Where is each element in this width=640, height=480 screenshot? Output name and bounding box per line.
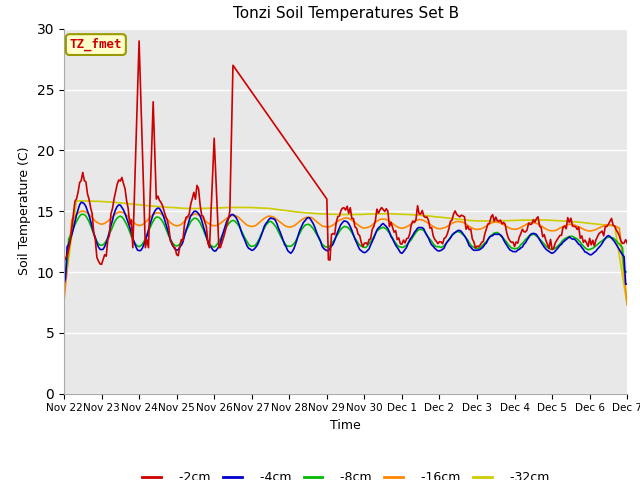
Y-axis label: Soil Temperature (C): Soil Temperature (C) xyxy=(18,147,31,276)
Title: Tonzi Soil Temperatures Set B: Tonzi Soil Temperatures Set B xyxy=(232,6,459,21)
X-axis label: Time: Time xyxy=(330,419,361,432)
Legend:   -2cm,   -4cm,   -8cm,   -16cm,   -32cm: -2cm, -4cm, -8cm, -16cm, -32cm xyxy=(137,467,554,480)
Text: TZ_fmet: TZ_fmet xyxy=(70,38,122,51)
